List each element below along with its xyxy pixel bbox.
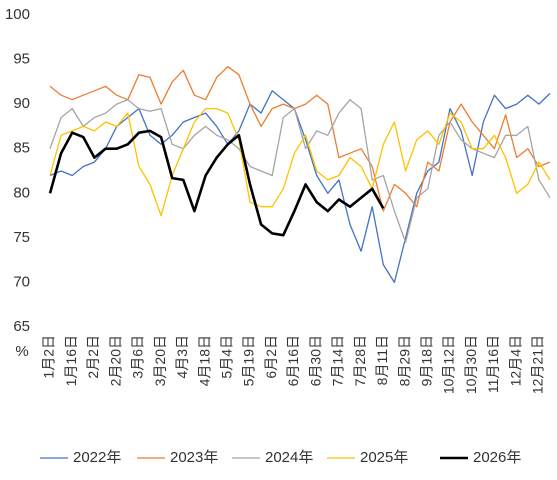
series-line: [49, 99, 551, 243]
y-tick-label: 80: [13, 184, 30, 201]
x-tick-label: 3月6日: [130, 335, 146, 379]
series-line: [49, 66, 551, 212]
series-line: [49, 90, 551, 284]
x-tick-label: 12月4日: [507, 335, 523, 386]
y-tick-label: 95: [13, 51, 30, 68]
x-tick-label: 6月30日: [307, 335, 323, 386]
legend-label: 2026年: [473, 449, 521, 466]
y-tick-label: 100: [5, 6, 30, 23]
x-tick-label: 6月16日: [285, 335, 301, 386]
x-tick-label: 1月16日: [63, 335, 79, 386]
x-tick-label: 2月2日: [85, 335, 101, 379]
y-tick-label: 85: [13, 140, 30, 157]
x-tick-label: 11月16日: [485, 335, 501, 393]
x-tick-label: 5月19日: [241, 335, 257, 386]
y-tick-label: 65: [13, 318, 30, 335]
legend-label: 2022年: [73, 449, 121, 466]
x-tick-label: 8月11日: [374, 335, 390, 385]
y-tick-label: 70: [13, 273, 30, 290]
x-tick-label: 3月20日: [152, 335, 168, 386]
x-tick-label: 10月30日: [463, 335, 479, 394]
x-tick-label: 4月3日: [174, 335, 190, 379]
x-tick-label: 10月12日: [441, 335, 457, 394]
x-tick-label: 7月14日: [330, 335, 346, 386]
y-unit: %: [15, 343, 28, 360]
x-tick-label: 7月28日: [352, 335, 368, 386]
x-tick-label: 5月4日: [218, 335, 234, 379]
y-tick-label: 75: [13, 229, 30, 246]
x-tick-label: 9月18日: [418, 335, 434, 386]
x-tick-label: 2月20日: [107, 335, 123, 386]
x-tick-label: 4月18日: [196, 335, 212, 386]
x-tick-label: 1月2日: [41, 335, 57, 379]
legend-label: 2025年: [360, 449, 408, 466]
y-tick-label: 90: [13, 95, 30, 112]
legend-label: 2024年: [265, 449, 313, 466]
series-line: [48, 129, 385, 237]
x-tick-label: 8月29日: [396, 335, 412, 386]
x-tick-label: 12月21日: [530, 335, 546, 394]
x-tick-label: 6月2日: [263, 335, 279, 379]
legend-label: 2023年: [170, 449, 218, 466]
